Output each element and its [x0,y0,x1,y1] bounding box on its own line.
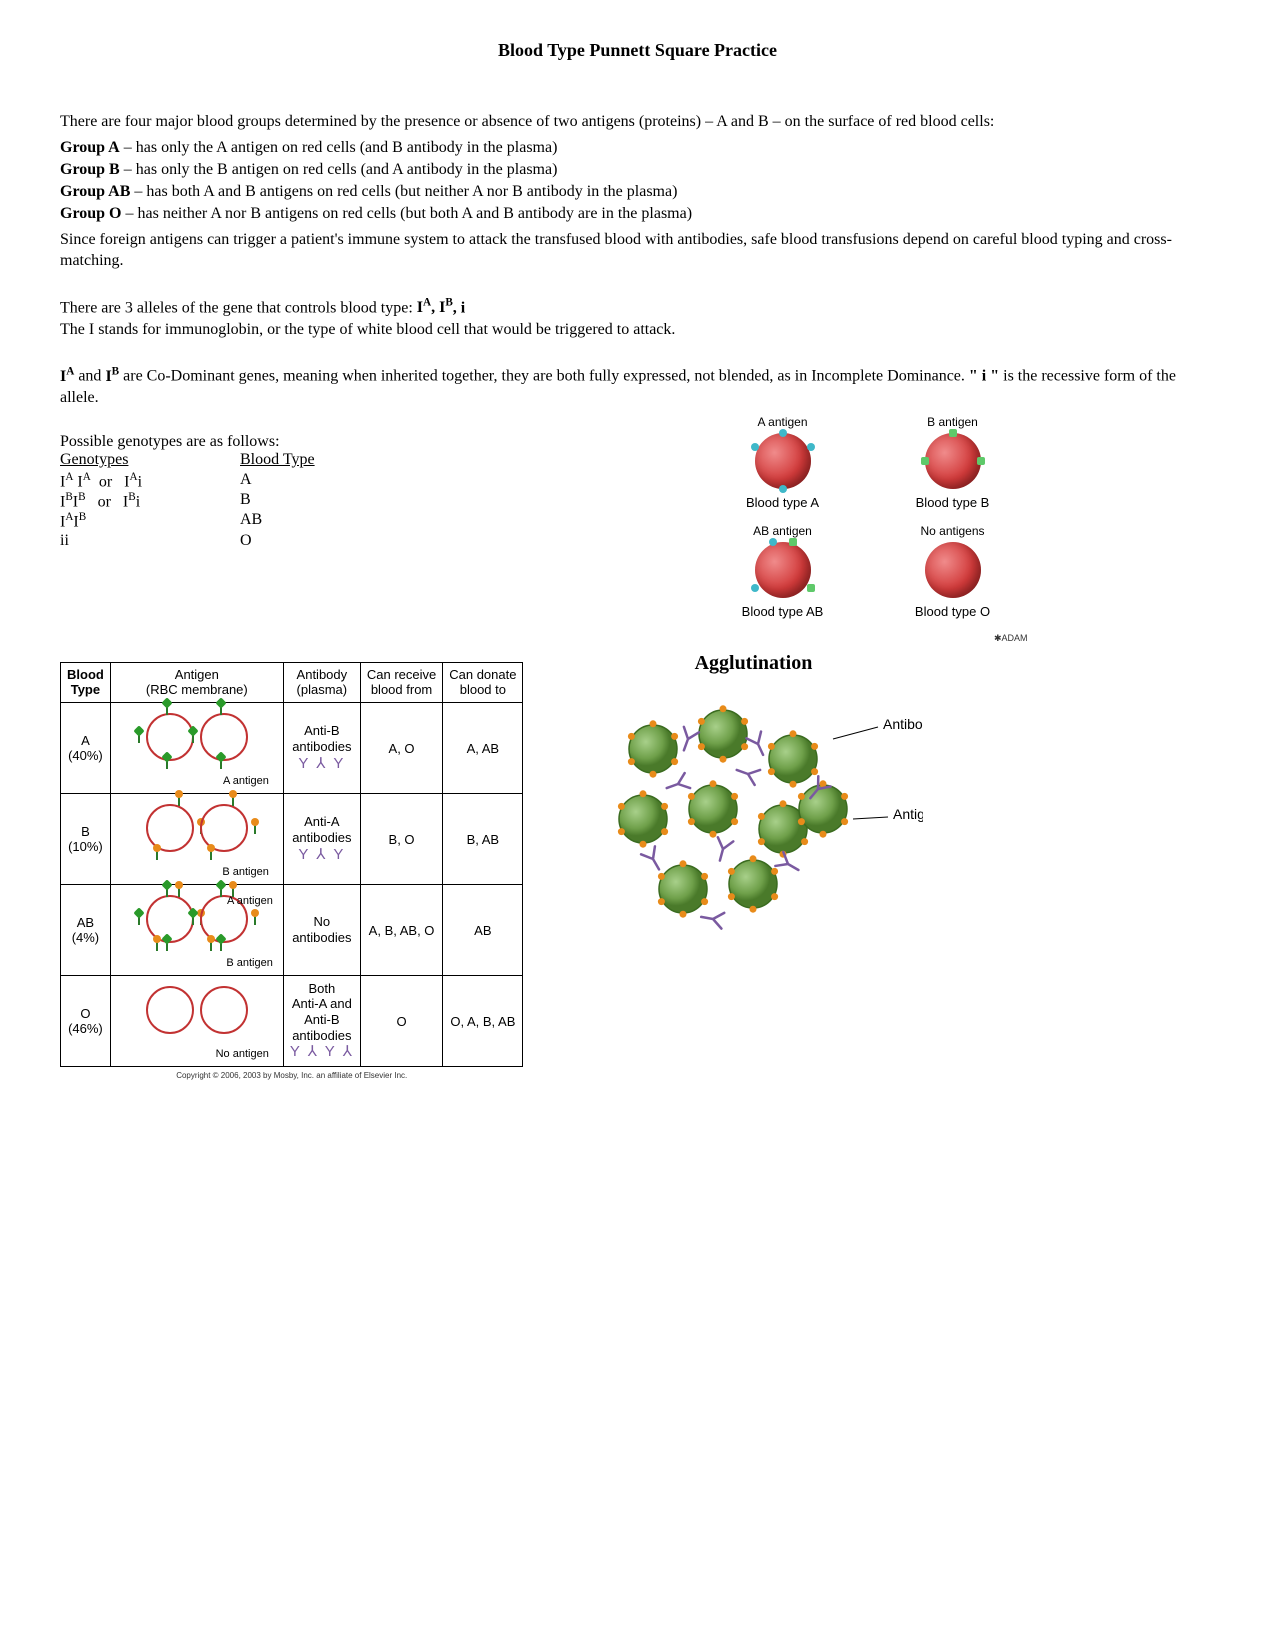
agglutination-antigen-label: Antigen [893,806,923,822]
antigen-diagram: A antigen Blood type A B antigen [708,415,1028,644]
diagram-label-a-antigen: A antigen [723,415,843,429]
cell-donate: O, A, B, AB [443,976,523,1067]
cell-blood-type: AB(4%) [61,885,111,976]
table-row: A(40%)A antigenAnti-BantibodiesY ⅄ YA, O… [61,703,523,794]
diagram-label-type-b: Blood type B [893,495,1013,510]
cell-receive: A, O [360,703,442,794]
diagram-label-no-antigen: No antigens [893,524,1013,538]
redcell-a-icon [755,433,811,489]
transfusion-note: Since foreign antigens can trigger a pat… [60,229,1215,272]
table-row: O(46%)No antigenBothAnti-A andAnti-Banti… [61,976,523,1067]
table-header-donate: Can donateblood to [443,662,523,702]
cell-antigen: A antigen [110,703,283,794]
group-b-desc: – has only the B antigen on red cells (a… [120,161,558,178]
redcell-b-icon [925,433,981,489]
alleles-line: There are 3 alleles of the gene that con… [60,296,1215,341]
cell-blood-type: B(10%) [61,794,111,885]
group-b-name: Group B [60,161,120,178]
diagram-label-type-o: Blood type O [893,604,1013,619]
groups-list: Group A – has only the A antigen on red … [60,139,1215,223]
cell-antibody: Anti-BantibodiesY ⅄ Y [283,703,360,794]
genotype-row: IBIB or IBi B [60,491,480,511]
diagram-label-ab-antigen: AB antigen [723,524,843,538]
cell-receive: B, O [360,794,442,885]
group-ab-name: Group AB [60,183,130,200]
genotype-row: IAIB AB [60,511,480,531]
cell-antibody: Noantibodies [283,885,360,976]
codom-mid: and [74,368,105,385]
cell-blood-type: O(46%) [61,976,111,1067]
cell-donate: A, AB [443,703,523,794]
agglutination-block: Agglutination Antibody Antigen [583,652,923,949]
genotype-genotype: ii [60,532,240,550]
genotype-bloodtype: AB [240,511,360,531]
genotype-heading: Possible genotypes are as follows: [60,433,480,451]
cell-donate: B, AB [443,794,523,885]
genotype-col-header-2: Blood Type [240,451,360,469]
blood-type-table: BloodType Antigen(RBC membrane) Antibody… [60,662,523,1067]
genotype-bloodtype: B [240,491,360,511]
codom-i: " i " [969,368,999,385]
table-row: B(10%)B antigenAnti-AantibodiesY ⅄ YB, O… [61,794,523,885]
agglutination-antibody-label: Antibody [883,716,923,732]
group-a-name: Group A [60,139,120,156]
alleles-pre: There are 3 alleles of the gene that con… [60,299,417,316]
cell-antigen: A antigenB antigen [110,885,283,976]
table-header-antibody: Antibody(plasma) [283,662,360,702]
table-header-receive: Can receiveblood from [360,662,442,702]
group-o-name: Group O [60,205,122,222]
table-copyright: Copyright © 2006, 2003 by Mosby, Inc. an… [60,1071,523,1080]
genotype-row: ii O [60,532,480,550]
table-row: AB(4%)A antigenB antigenNoantibodiesA, B… [61,885,523,976]
group-a-desc: – has only the A antigen on red cells (a… [120,139,558,156]
genotype-col-header-1: Genotypes [60,451,240,469]
cell-antigen: B antigen [110,794,283,885]
codom-post: are Co-Dominant genes, meaning when inhe… [119,368,969,385]
genotype-bloodtype: A [240,471,360,491]
genotype-row: IA IA or IAi A [60,471,480,491]
agglutination-diagram-icon: Antibody Antigen [583,689,923,949]
cell-blood-type: A(40%) [61,703,111,794]
diagram-label-type-ab: Blood type AB [723,604,843,619]
cell-receive: O [360,976,442,1067]
redcell-o-icon [925,542,981,598]
intro-paragraph: There are four major blood groups determ… [60,111,1215,133]
alleles-explain: The I stands for immunoglobin, or the ty… [60,321,675,338]
genotype-block: Possible genotypes are as follows: Genot… [60,433,480,550]
genotype-bloodtype: O [240,532,360,550]
table-header-antigen: Antigen(RBC membrane) [110,662,283,702]
blood-type-table-wrap: BloodType Antigen(RBC membrane) Antibody… [60,652,523,1080]
alleles-post: , i [453,299,465,316]
agglutination-title: Agglutination [583,652,923,675]
adam-credit: ✱ADAM [708,633,1028,644]
cell-donate: AB [443,885,523,976]
group-ab-desc: – has both A and B antigens on red cells… [130,183,677,200]
table-header-type: BloodType [61,662,111,702]
diagram-label-b-antigen: B antigen [893,415,1013,429]
codominance-line: IA and IB are Co-Dominant genes, meaning… [60,364,1215,409]
cell-antibody: BothAnti-A andAnti-BantibodiesY ⅄ Y ⅄ [283,976,360,1067]
page-title: Blood Type Punnett Square Practice [60,40,1215,61]
diagram-label-type-a: Blood type A [723,495,843,510]
cell-receive: A, B, AB, O [360,885,442,976]
group-o-desc: – has neither A nor B antigens on red ce… [122,205,693,222]
cell-antibody: Anti-AantibodiesY ⅄ Y [283,794,360,885]
redcell-ab-icon [755,542,811,598]
cell-antigen: No antigen [110,976,283,1067]
